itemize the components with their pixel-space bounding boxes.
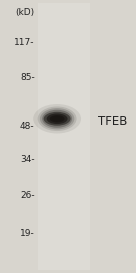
Ellipse shape [38,106,77,131]
Ellipse shape [44,112,71,126]
Text: 19-: 19- [20,229,35,238]
Text: TFEB: TFEB [98,115,127,128]
Text: 48-: 48- [20,123,35,131]
Text: (kD): (kD) [16,8,35,17]
Ellipse shape [47,114,68,124]
Bar [38,3,90,270]
Text: 26-: 26- [20,191,35,200]
Text: 117-: 117- [14,38,35,47]
Text: 85-: 85- [20,73,35,82]
Ellipse shape [42,110,72,128]
Ellipse shape [53,117,62,121]
Ellipse shape [50,115,65,122]
Ellipse shape [33,104,81,133]
Ellipse shape [40,108,74,129]
Text: 34-: 34- [20,155,35,164]
